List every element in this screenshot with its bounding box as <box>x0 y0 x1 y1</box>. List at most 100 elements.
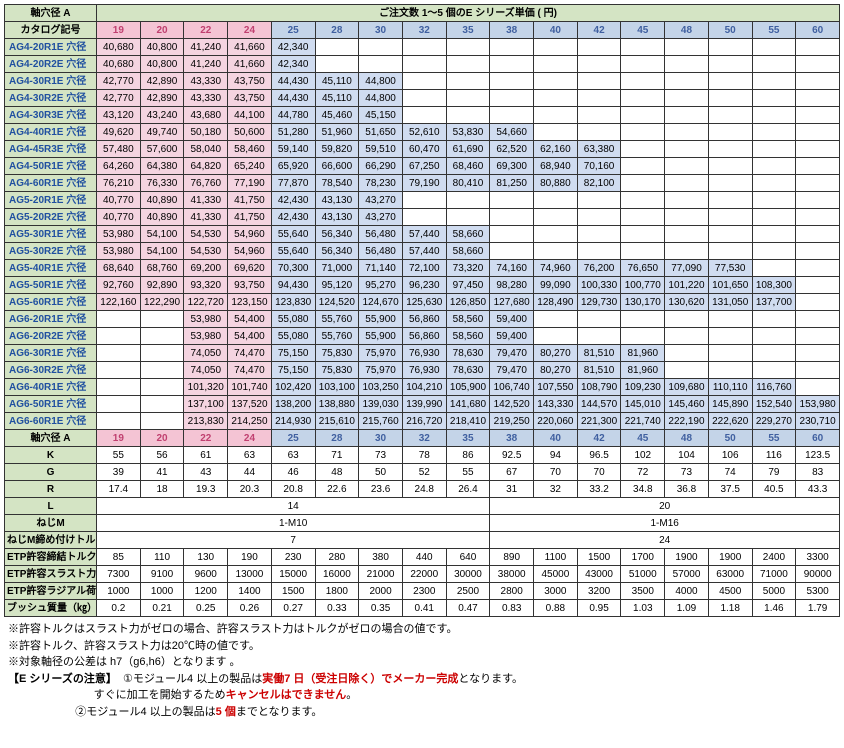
price-cell <box>490 243 534 260</box>
price-cell: 43,330 <box>184 90 228 107</box>
dia-header: 38 <box>490 430 534 447</box>
price-cell: 110,110 <box>708 379 752 396</box>
spec-cell: 31 <box>490 481 534 498</box>
price-cell <box>446 209 490 226</box>
price-cell <box>796 56 840 73</box>
catalog-code: AG4-60R1E 穴径 <box>5 175 97 192</box>
spec-cell: 2000 <box>359 583 403 600</box>
price-cell <box>708 362 752 379</box>
price-cell <box>796 362 840 379</box>
shaft-dia-header: 軸穴径 A <box>5 5 97 22</box>
price-cell: 57,480 <box>97 141 141 158</box>
price-cell: 78,630 <box>446 345 490 362</box>
price-cell <box>534 243 578 260</box>
spec-label: ETP許容スラスト力 N <box>5 566 97 583</box>
price-cell: 139,030 <box>359 396 403 413</box>
price-cell: 77,190 <box>228 175 272 192</box>
price-cell <box>577 90 621 107</box>
price-cell: 96,230 <box>402 277 446 294</box>
price-cell: 43,270 <box>359 209 403 226</box>
spec-label: ねじM締め付けトルク N・m <box>5 532 97 549</box>
spec-label: ETP許容締結トルク N・m <box>5 549 97 566</box>
spec-cell: 79 <box>752 464 796 481</box>
price-cell: 139,990 <box>402 396 446 413</box>
spec-cell: 13000 <box>228 566 272 583</box>
price-cell <box>621 39 665 56</box>
price-cell: 60,470 <box>402 141 446 158</box>
spec-cell: 51000 <box>621 566 665 583</box>
spec-cell: 21000 <box>359 566 403 583</box>
price-cell <box>621 158 665 175</box>
price-cell: 219,250 <box>490 413 534 430</box>
spec-cell: 46 <box>271 464 315 481</box>
price-cell <box>796 379 840 396</box>
price-cell: 75,830 <box>315 362 359 379</box>
price-cell: 129,730 <box>577 294 621 311</box>
dia-header: 60 <box>796 430 840 447</box>
price-cell: 75,970 <box>359 345 403 362</box>
price-cell <box>577 226 621 243</box>
spec-cell: 3200 <box>577 583 621 600</box>
price-cell <box>140 362 184 379</box>
spec-cell: 640 <box>446 549 490 566</box>
price-cell: 69,620 <box>228 260 272 277</box>
spec-cell: 7300 <box>97 566 141 583</box>
price-cell <box>796 90 840 107</box>
price-cell: 109,680 <box>665 379 709 396</box>
price-cell: 63,380 <box>577 141 621 158</box>
catalog-code: AG6-60R1E 穴径 <box>5 413 97 430</box>
price-cell <box>97 379 141 396</box>
price-cell <box>665 243 709 260</box>
price-cell: 41,750 <box>228 209 272 226</box>
price-cell <box>752 73 796 90</box>
price-cell: 43,130 <box>315 192 359 209</box>
catalog-code: AG4-45R3E 穴径 <box>5 141 97 158</box>
spec-cell: 1700 <box>621 549 665 566</box>
spec-cell: 39 <box>97 464 141 481</box>
price-cell <box>796 294 840 311</box>
price-cell: 53,830 <box>446 124 490 141</box>
dia-header: 50 <box>708 22 752 39</box>
price-cell <box>577 243 621 260</box>
price-cell: 100,770 <box>621 277 665 294</box>
price-cell <box>534 209 578 226</box>
price-cell <box>490 226 534 243</box>
price-cell: 64,820 <box>184 158 228 175</box>
spec-cell: 380 <box>359 549 403 566</box>
price-cell <box>796 192 840 209</box>
spec-cell: 1500 <box>577 549 621 566</box>
price-cell <box>621 73 665 90</box>
spec-cell: 55 <box>446 464 490 481</box>
price-cell: 50,600 <box>228 124 272 141</box>
price-cell: 54,660 <box>490 124 534 141</box>
price-cell: 57,440 <box>402 226 446 243</box>
spec-cell: 71 <box>315 447 359 464</box>
price-cell: 53,980 <box>97 243 141 260</box>
price-cell: 71,000 <box>315 260 359 277</box>
price-cell <box>752 192 796 209</box>
price-cell: 109,230 <box>621 379 665 396</box>
dia-header: 30 <box>359 22 403 39</box>
price-cell: 54,960 <box>228 226 272 243</box>
price-cell: 56,340 <box>315 226 359 243</box>
price-cell: 100,330 <box>577 277 621 294</box>
price-cell <box>796 260 840 277</box>
spec-cell: 19.3 <box>184 481 228 498</box>
price-cell: 95,270 <box>359 277 403 294</box>
catalog-code: AG6-30R2E 穴径 <box>5 362 97 379</box>
price-cell <box>796 39 840 56</box>
spec-label: ブッシュ質量（㎏） <box>5 600 97 617</box>
price-cell <box>752 362 796 379</box>
price-cell: 122,160 <box>97 294 141 311</box>
price-cell: 44,430 <box>271 73 315 90</box>
price-cell: 137,100 <box>184 396 228 413</box>
price-cell: 77,090 <box>665 260 709 277</box>
catalog-code: AG4-30R3E 穴径 <box>5 107 97 124</box>
price-cell: 124,520 <box>315 294 359 311</box>
price-cell: 42,770 <box>97 90 141 107</box>
spec-cell: 1100 <box>534 549 578 566</box>
price-cell: 55,080 <box>271 328 315 345</box>
price-cell <box>621 243 665 260</box>
price-cell: 43,270 <box>359 192 403 209</box>
price-title-header: ご注文数 1～5 個のE シリーズ単価 ( 円) <box>97 5 840 22</box>
